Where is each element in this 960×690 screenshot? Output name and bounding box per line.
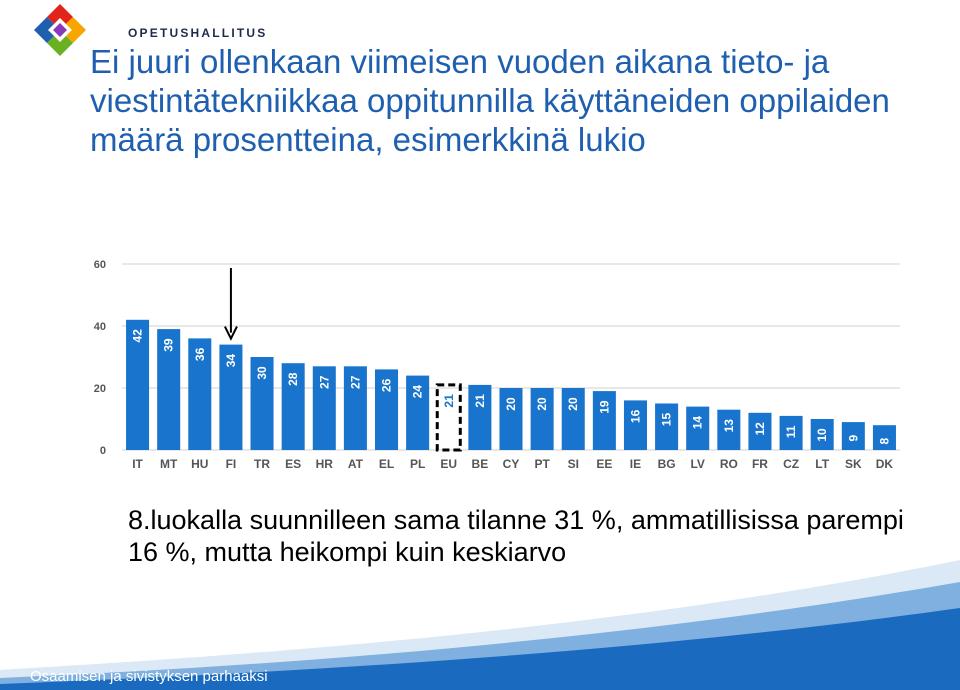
- bar-mt: [157, 329, 181, 450]
- bar-eu: [435, 383, 462, 452]
- footer-tagline: Osaamisen ja sivistyksen parhaaksi: [30, 668, 268, 685]
- data-label: 42: [131, 329, 145, 343]
- y-tick-label: 20: [94, 383, 106, 395]
- x-tick-label: LV: [690, 457, 704, 471]
- bar-hr: [312, 366, 336, 450]
- x-tick-label: SK: [845, 457, 862, 471]
- x-tick-label: AT: [348, 457, 364, 471]
- bar-el: [375, 369, 399, 450]
- bar-cz: [779, 415, 803, 450]
- x-tick-label: PL: [410, 457, 425, 471]
- data-label: 21: [442, 394, 456, 408]
- bar-at: [343, 366, 367, 450]
- x-tick-label: MT: [160, 457, 178, 471]
- bar-ie: [623, 400, 647, 450]
- x-tick-label: HU: [191, 457, 208, 471]
- data-label: 19: [597, 400, 611, 414]
- y-tick-label: 60: [94, 259, 106, 271]
- bar-ee: [592, 391, 616, 450]
- data-label: 26: [380, 378, 394, 392]
- x-tick-label: LT: [815, 457, 829, 471]
- bar-fi: [219, 344, 243, 450]
- x-tick-label: RO: [720, 457, 738, 471]
- x-tick-label: FI: [226, 457, 237, 471]
- bar-tr: [250, 357, 274, 450]
- data-label: 24: [411, 385, 425, 399]
- x-tick-label: TR: [254, 457, 270, 471]
- x-tick-label: IE: [630, 457, 641, 471]
- x-tick-label: EE: [596, 457, 612, 471]
- arrow-head-icon: [224, 326, 238, 341]
- x-tick-label: HR: [316, 457, 334, 471]
- x-tick-label: IT: [132, 457, 143, 471]
- x-tick-label: EL: [379, 457, 394, 471]
- bar-si: [561, 388, 585, 450]
- bar-sk: [841, 422, 865, 450]
- bar-hu: [188, 338, 212, 450]
- data-label: 16: [628, 409, 642, 423]
- x-tick-label: CZ: [783, 457, 799, 471]
- brand-name: OPETUSHALLITUS: [128, 26, 268, 40]
- bar-pt: [530, 388, 554, 450]
- data-label: 10: [815, 428, 829, 442]
- data-label: 14: [691, 416, 705, 430]
- bar-pl: [406, 375, 430, 450]
- slide-note: 8.luokalla suunnilleen sama tilanne 31 %…: [128, 505, 904, 567]
- x-tick-label: PT: [534, 457, 550, 471]
- data-label: 20: [504, 397, 518, 411]
- bar-lv: [686, 406, 710, 450]
- bar-cy: [499, 388, 523, 450]
- bar-lt: [810, 419, 834, 450]
- x-tick-label: SI: [568, 457, 579, 471]
- data-label: 20: [535, 397, 549, 411]
- bar-dk: [872, 425, 896, 450]
- data-label: 28: [286, 372, 300, 386]
- x-tick-label: BE: [472, 457, 489, 471]
- bar-es: [281, 363, 305, 450]
- data-label: 34: [224, 354, 238, 368]
- bar-ro: [717, 409, 741, 450]
- data-label: 13: [722, 419, 736, 433]
- x-tick-label: EU: [440, 457, 457, 471]
- opetushallitus-logo: OPETUSHALLITUS: [30, 4, 265, 56]
- x-tick-label: ES: [285, 457, 301, 471]
- bar-bg: [655, 403, 679, 450]
- data-label: 20: [566, 397, 580, 411]
- bar-be: [468, 384, 492, 450]
- data-label: 21: [473, 394, 487, 408]
- y-tick-label: 0: [100, 445, 106, 457]
- y-tick-label: 40: [94, 321, 106, 333]
- data-label: 15: [660, 413, 674, 427]
- diamond-logo-icon: [34, 4, 86, 56]
- x-tick-label: BG: [658, 457, 676, 471]
- data-label: 27: [317, 375, 331, 389]
- footer-wave: [0, 560, 960, 690]
- x-tick-label: CY: [503, 457, 520, 471]
- slide-title: Ei juuri ollenkaan viimeisen vuoden aika…: [90, 43, 890, 158]
- bar-chart: 0 20 40 60 42 IT 39 MT 36 HU 34 FI 30 TR 28 ES 27 HR 27 AT…: [94, 259, 900, 471]
- data-label: 27: [348, 375, 362, 389]
- x-tick-label: DK: [876, 457, 894, 471]
- data-label: 9: [846, 434, 860, 441]
- data-label: 12: [753, 422, 767, 436]
- data-label: 39: [162, 338, 176, 352]
- data-label: 11: [784, 425, 798, 438]
- bar-it: [126, 319, 150, 450]
- data-label: 8: [877, 438, 891, 445]
- x-tick-label: FR: [752, 457, 768, 471]
- data-label: 30: [255, 366, 269, 380]
- data-label: 36: [193, 347, 207, 361]
- bar-fr: [748, 412, 772, 450]
